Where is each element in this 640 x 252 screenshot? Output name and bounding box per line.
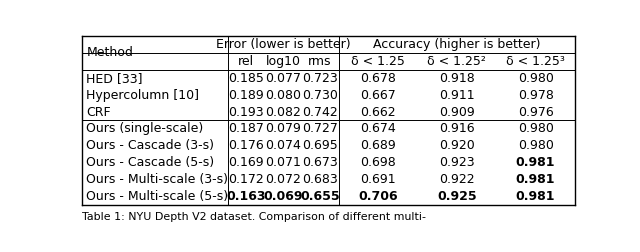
Text: Ours - Multi-scale (3-s): Ours - Multi-scale (3-s)	[86, 173, 228, 186]
Text: 0.674: 0.674	[360, 122, 396, 135]
Text: 0.976: 0.976	[518, 106, 554, 118]
Text: 0.080: 0.080	[265, 89, 301, 102]
Text: 0.163: 0.163	[227, 190, 266, 203]
Text: 0.980: 0.980	[518, 122, 554, 135]
Text: 0.923: 0.923	[439, 156, 475, 169]
Text: 0.079: 0.079	[265, 122, 301, 135]
Text: CRF: CRF	[86, 106, 111, 118]
Text: Ours (single-scale): Ours (single-scale)	[86, 122, 204, 135]
Text: 0.922: 0.922	[439, 173, 475, 186]
Text: 0.187: 0.187	[228, 122, 264, 135]
Text: 0.074: 0.074	[265, 139, 301, 152]
Text: 0.981: 0.981	[516, 173, 556, 186]
Text: Ours - Multi-scale (5-s): Ours - Multi-scale (5-s)	[86, 190, 228, 203]
Text: 0.678: 0.678	[360, 72, 396, 85]
Text: 0.909: 0.909	[439, 106, 475, 118]
Text: 0.980: 0.980	[518, 72, 554, 85]
Text: 0.071: 0.071	[265, 156, 301, 169]
Text: 0.695: 0.695	[302, 139, 338, 152]
Text: 0.918: 0.918	[439, 72, 475, 85]
Text: 0.916: 0.916	[439, 122, 475, 135]
Text: 0.077: 0.077	[265, 72, 301, 85]
Text: rel: rel	[238, 55, 254, 68]
Text: log10: log10	[266, 55, 301, 68]
Text: Ours - Cascade (5-s): Ours - Cascade (5-s)	[86, 156, 214, 169]
Text: 0.980: 0.980	[518, 139, 554, 152]
Text: 0.069: 0.069	[264, 190, 303, 203]
Text: HED [33]: HED [33]	[86, 72, 143, 85]
Text: 0.981: 0.981	[516, 190, 556, 203]
Text: 0.176: 0.176	[228, 139, 264, 152]
Text: δ < 1.25³: δ < 1.25³	[506, 55, 565, 68]
Text: Hypercolumn [10]: Hypercolumn [10]	[86, 89, 200, 102]
Text: 0.691: 0.691	[360, 173, 396, 186]
Text: Ours - Cascade (3-s): Ours - Cascade (3-s)	[86, 139, 214, 152]
Text: 0.706: 0.706	[358, 190, 398, 203]
Text: 0.185: 0.185	[228, 72, 264, 85]
Text: rms: rms	[308, 55, 332, 68]
Text: 0.667: 0.667	[360, 89, 396, 102]
Text: δ < 1.25: δ < 1.25	[351, 55, 405, 68]
Text: 0.920: 0.920	[439, 139, 475, 152]
Text: 0.727: 0.727	[302, 122, 338, 135]
Text: 0.673: 0.673	[302, 156, 338, 169]
Text: 0.981: 0.981	[516, 156, 556, 169]
Text: 0.189: 0.189	[228, 89, 264, 102]
Text: 0.193: 0.193	[228, 106, 264, 118]
Text: 0.911: 0.911	[439, 89, 475, 102]
Text: 0.925: 0.925	[437, 190, 477, 203]
Text: 0.072: 0.072	[265, 173, 301, 186]
Text: 0.689: 0.689	[360, 139, 396, 152]
Text: 0.172: 0.172	[228, 173, 264, 186]
Text: δ < 1.25²: δ < 1.25²	[428, 55, 486, 68]
Text: 0.723: 0.723	[302, 72, 338, 85]
Text: 0.082: 0.082	[265, 106, 301, 118]
Text: 0.683: 0.683	[302, 173, 338, 186]
Text: 0.730: 0.730	[302, 89, 338, 102]
Text: 0.655: 0.655	[300, 190, 340, 203]
Text: 0.978: 0.978	[518, 89, 554, 102]
Text: 0.698: 0.698	[360, 156, 396, 169]
Text: 0.742: 0.742	[302, 106, 338, 118]
Text: 0.169: 0.169	[228, 156, 264, 169]
Text: 0.662: 0.662	[360, 106, 396, 118]
Text: Table 1: NYU Depth V2 dataset. Comparison of different multi-: Table 1: NYU Depth V2 dataset. Compariso…	[83, 211, 426, 222]
Text: Error (lower is better): Error (lower is better)	[216, 38, 351, 51]
Text: Method: Method	[86, 46, 133, 59]
Text: Accuracy (higher is better): Accuracy (higher is better)	[373, 38, 541, 51]
